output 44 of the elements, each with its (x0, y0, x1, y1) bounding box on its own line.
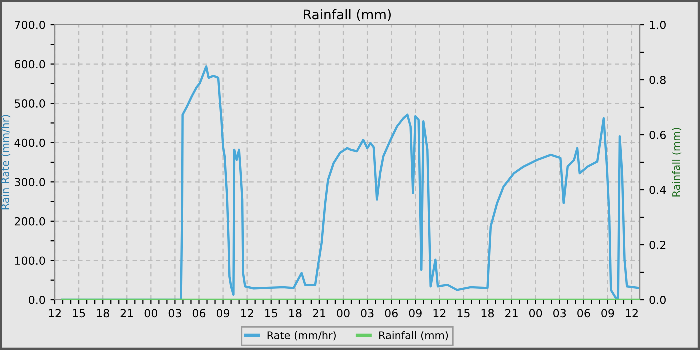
x-tick-label: 21 (120, 309, 134, 318)
x-tick-label: 15 (458, 309, 470, 318)
y-tick-label: 500.0 (15, 100, 46, 108)
x-tick-label: 09 (409, 309, 422, 318)
x-tick-label: 21 (506, 309, 518, 318)
x-tick-label: 21 (313, 309, 326, 318)
y2-axis-title: Rainfall (mm) (672, 128, 682, 197)
x-tick-label: 06 (385, 309, 398, 318)
x-tick-label: 18 (97, 309, 110, 318)
x-tick-label: 00 (529, 309, 542, 318)
x-tick-label: 12 (626, 309, 638, 318)
x-tick-label: 12 (434, 309, 446, 318)
y2-tick-label: 0.2 (650, 240, 666, 250)
y2-tick-label: 0.6 (650, 130, 666, 140)
y2-tick-label: 0.8 (650, 76, 666, 84)
x-tick-label: 12 (49, 309, 61, 318)
y-tick-label: 0.0 (29, 296, 46, 304)
y2-tick-label: 0.4 (650, 186, 666, 194)
y-axis-title: Rain Rate (mm/hr) (1, 115, 11, 210)
x-tick-label: 06 (192, 309, 206, 318)
x-tick-label: 15 (73, 309, 86, 318)
x-tick-label: 18 (482, 309, 494, 318)
chart-title: Rainfall (mm) (304, 9, 391, 22)
x-tick-label: 18 (290, 309, 302, 318)
x-tick-label: 03 (361, 309, 374, 318)
y-tick-label: 400.0 (14, 138, 46, 148)
x-tick-label: 00 (144, 309, 158, 318)
y-tick-label: 600.0 (14, 60, 46, 69)
x-tick-label: 09 (602, 309, 614, 318)
x-tick-label: 06 (578, 309, 590, 318)
y-tick-label: 200.0 (14, 217, 46, 226)
legend-label: Rate (mm/hr) (268, 331, 336, 341)
x-tick-label: 15 (266, 309, 278, 318)
y-tick-label: 300.0 (15, 178, 46, 187)
x-tick-label: 12 (241, 309, 254, 318)
x-tick-label: 03 (168, 309, 182, 318)
y-tick-label: 700.0 (15, 20, 46, 30)
y-tick-label: 100.0 (15, 256, 46, 266)
y2-tick-label: 1.0 (650, 20, 666, 30)
x-tick-label: 09 (216, 309, 230, 318)
legend-label: Rainfall (mm) (380, 331, 448, 341)
x-tick-label: 03 (554, 309, 566, 318)
x-tick-label: 00 (337, 309, 350, 318)
y2-tick-label: 0.0 (650, 296, 666, 304)
